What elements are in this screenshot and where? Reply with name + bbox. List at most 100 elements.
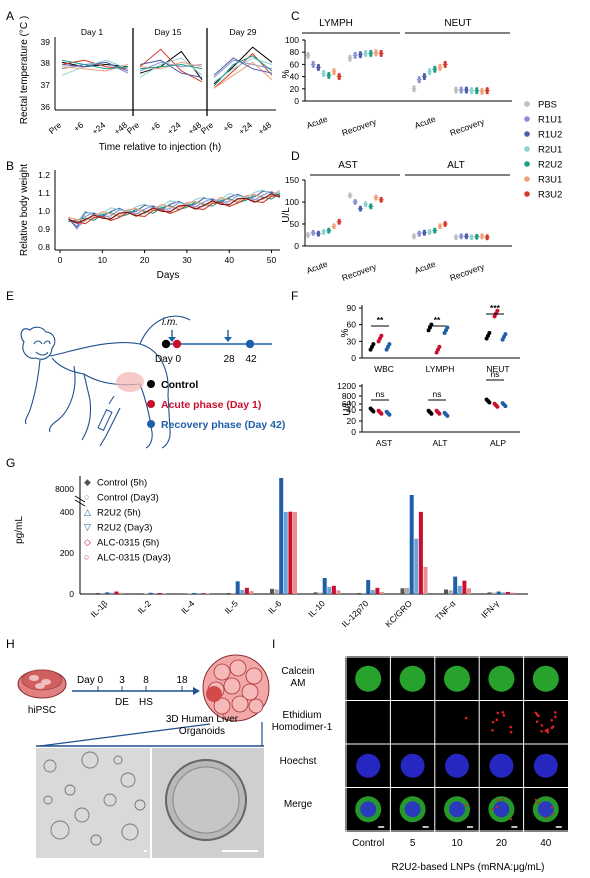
A-xtick-2-1: +6 xyxy=(221,120,235,134)
H-day3: 3 xyxy=(119,675,125,686)
D-points-ytick-100: 100 xyxy=(285,197,299,207)
C-points-pt-5-0-2 xyxy=(332,68,336,72)
I-eth-3-1 xyxy=(491,720,495,724)
I-merge-red-4-1 xyxy=(544,816,548,819)
I-eth-3-2 xyxy=(509,730,513,734)
A-temperature-lines xyxy=(61,46,273,89)
I-merge-blue-2 xyxy=(449,801,465,818)
I-merge-red-4-4 xyxy=(550,806,553,809)
I-row-merge: Merge xyxy=(284,799,313,810)
panel-label-H: H xyxy=(6,637,15,651)
C-points-ytick-0: 0 xyxy=(294,96,299,106)
F-top-pt-0-2-2 xyxy=(487,331,492,335)
C-points-ytick-20: 20 xyxy=(290,84,300,94)
panel-label-F: F xyxy=(291,289,298,303)
F-xtick-alt: ALT xyxy=(433,438,448,448)
G-bar-8-0 xyxy=(444,589,448,594)
G-bar-3-1 xyxy=(231,593,236,594)
CD-legend-dot-4 xyxy=(524,161,530,167)
CD-legend-label-6: R3U2 xyxy=(538,190,562,201)
E-legend-dot-recovery xyxy=(147,420,155,428)
I-eth-3-0 xyxy=(501,711,505,714)
I-merge-blue-3 xyxy=(493,801,510,818)
G-legend-label-5: ALC-0315 (Day3) xyxy=(97,553,171,564)
A-line-2-5 xyxy=(213,57,273,76)
H-stage-de: DE xyxy=(115,697,129,708)
H-hipsc-label: hiPSC xyxy=(28,705,56,716)
E-dot-recovery xyxy=(245,339,255,349)
D-points-pt-3-2-2 xyxy=(428,228,432,233)
F-top-ylabel: % xyxy=(340,328,351,337)
G-bar-5-5 xyxy=(336,590,341,594)
F-sig-neut: *** xyxy=(490,303,501,313)
A-subtitle-day1: Day 1 xyxy=(81,27,103,37)
CD-legend-label-5: R3U1 xyxy=(538,175,562,186)
F-top-pt-2-1-2 xyxy=(445,325,450,330)
I-xlabel: R2U2-based LNPs (mRNA:μg/mL) xyxy=(391,862,544,873)
G-bar-6-5 xyxy=(380,591,384,594)
H-day8: 8 xyxy=(143,675,149,686)
A-line-0-6 xyxy=(61,59,129,70)
G-ytick-400: 400 xyxy=(60,507,74,517)
H-bubble-5 xyxy=(50,820,70,840)
I-row-calcein-2: AM xyxy=(291,678,306,689)
G-bar-3-2 xyxy=(235,581,240,594)
panel-H: hiPSC Day 0 3 8 18 DE HS 3D Human Liver … xyxy=(17,654,270,858)
G-bar-5-1 xyxy=(318,592,323,594)
D-points-pt-2-0-2 xyxy=(316,230,320,234)
G-xticks: IL-1β IL-2 IL-4 IL-5 IL-6 IL-10 IL-12p70 KC/GRO… xyxy=(89,598,502,629)
G-legend-label-1: Control (Day3) xyxy=(97,493,159,504)
A-xtick-0-2: +24 xyxy=(90,120,108,137)
G-bar-1-5 xyxy=(162,593,167,594)
D-points-ytick-150: 150 xyxy=(285,175,299,185)
A-line-2-2 xyxy=(213,59,273,78)
G-bar-9-5 xyxy=(510,592,515,594)
I-eth-3-7 xyxy=(502,714,506,717)
A-xtick-2-3: +48 xyxy=(256,120,274,137)
CD-legend-dot-0 xyxy=(524,101,530,107)
cell-1 xyxy=(29,675,39,681)
D-group-ast: AST xyxy=(338,160,357,171)
F-xtick-wbc: WBC xyxy=(374,364,394,374)
D-points-pt-3-3-2 xyxy=(470,234,474,238)
H-stage-hs: HS xyxy=(139,697,153,708)
CD-legend-dot-6 xyxy=(524,191,530,197)
F-bot-ylabel: U/L xyxy=(342,400,353,416)
E-legend-control: Control xyxy=(161,379,198,391)
F-bot-pt-0-2-2 xyxy=(487,400,492,405)
panel-label-I: I xyxy=(272,637,275,651)
C-points-ytick-40: 40 xyxy=(290,72,300,82)
G-ytick-200: 200 xyxy=(60,548,74,558)
G-bar-6-4 xyxy=(375,587,380,594)
F-bot-pt-0-0-2 xyxy=(371,409,376,414)
D-xtick-recovery-2: Recovery xyxy=(448,261,486,283)
F-bot-pt-1-2-2 xyxy=(495,404,500,409)
F-bot-ytick-0: 0 xyxy=(351,427,356,437)
G-legend-marker-4: ◇ xyxy=(84,537,91,547)
G-bar-9-3 xyxy=(501,592,506,594)
A-xtick-0-0: Pre xyxy=(47,120,64,136)
F-xtick-neut: NEUT xyxy=(486,364,509,374)
F-bot-pt-2-0-2 xyxy=(387,412,392,417)
syringe-icon xyxy=(97,395,115,431)
D-points-pt-5-2-2 xyxy=(438,223,442,227)
I-eth-4-3 xyxy=(534,711,538,715)
I-merge-blue-0 xyxy=(360,801,377,818)
F-top-pt-2-0-2 xyxy=(387,342,392,347)
E-legend-dot-control xyxy=(147,380,155,388)
G-bar-2-0 xyxy=(183,593,187,594)
C-points-pt-1-1-2 xyxy=(353,51,357,55)
D-points xyxy=(305,192,490,241)
B-xtick-50: 50 xyxy=(267,255,277,265)
G-legend-marker-5: ○ xyxy=(84,552,89,562)
G-ytick-8000: 8000 xyxy=(55,484,74,494)
F-xtick-lymph: LYMPH xyxy=(426,364,455,374)
H-bubble-0 xyxy=(43,759,57,773)
D-yticks: 150 100 50 0 xyxy=(285,175,305,251)
I-eth-4-9 xyxy=(540,729,543,733)
G-xtick-1: IL-2 xyxy=(135,598,153,616)
C-xtick-recovery-1: Recovery xyxy=(340,116,378,138)
G-legend-marker-3: ▽ xyxy=(84,522,91,532)
G-bar-3-5 xyxy=(249,591,254,594)
B-ytick-0.8: 0.8 xyxy=(38,242,50,252)
